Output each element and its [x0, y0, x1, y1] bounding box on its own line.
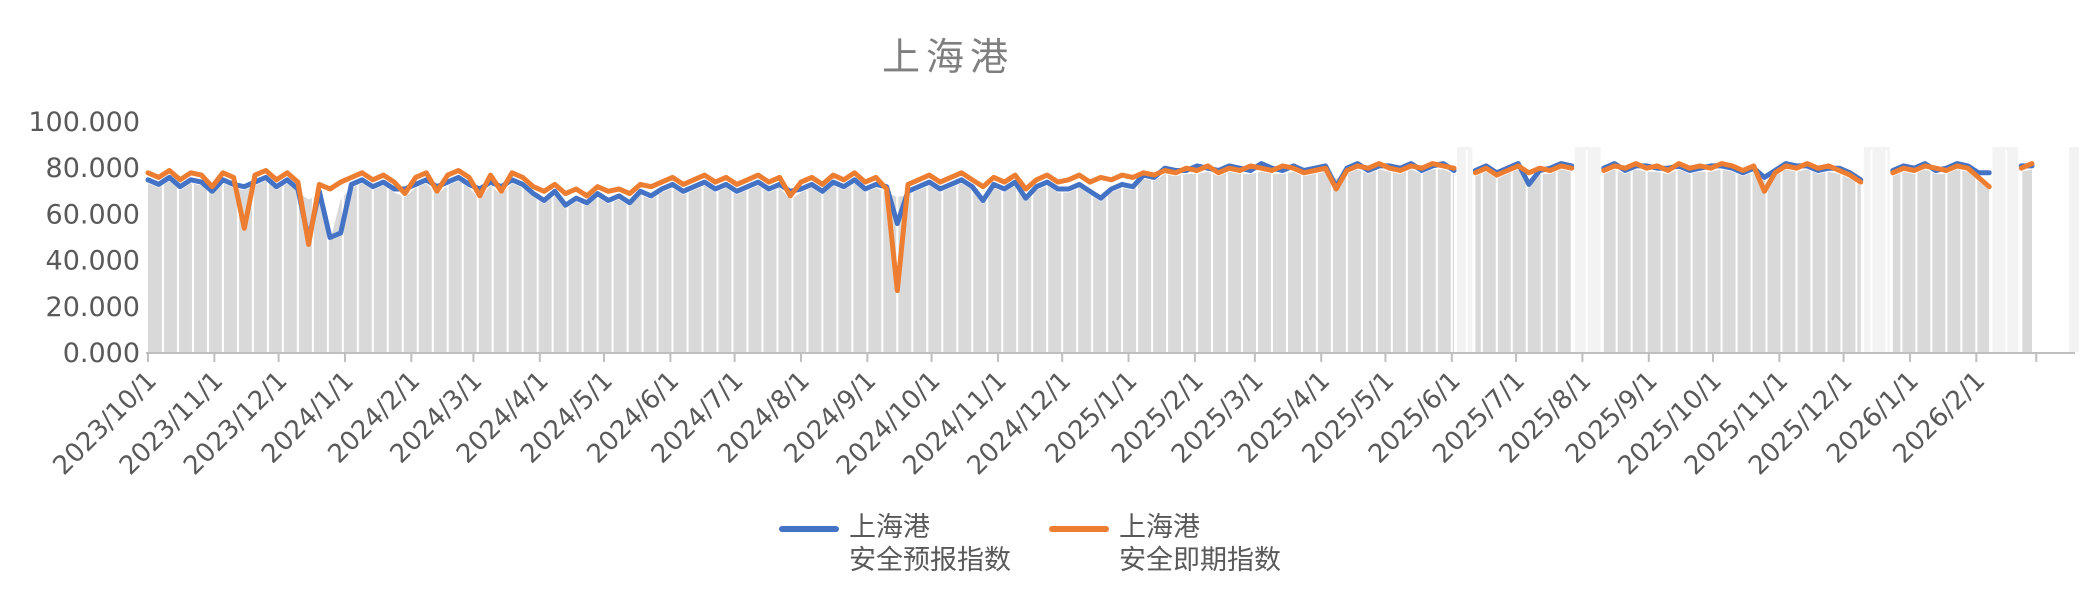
- data-gap-band: [1456, 147, 1473, 352]
- legend-forecast-line2: 安全预报指数: [849, 544, 1011, 576]
- series-line-spot: [2018, 161, 2035, 171]
- chart-title: 上海港: [881, 35, 1014, 79]
- forecast-line-swatch: [779, 526, 839, 532]
- data-gap-band: [1574, 147, 1601, 352]
- under-line-area: [148, 169, 1454, 353]
- legend-spot-line2: 安全即期指数: [1119, 544, 1281, 576]
- series-line-spot: [1890, 163, 1992, 190]
- spot-line-swatch: [1049, 526, 1109, 532]
- y-tick-label: 40.000: [46, 246, 140, 277]
- under-line-area: [1892, 169, 1990, 353]
- series-line-spot: [1601, 161, 1864, 194]
- y-tick-label: 20.000: [46, 292, 140, 323]
- under-line-area: [2021, 169, 2032, 353]
- series-line-spot: [1472, 163, 1575, 178]
- y-tick-label: 80.000: [46, 153, 140, 184]
- plot-right-edge-band: [2069, 147, 2079, 352]
- legend-item-forecast[interactable]: 上海港 安全预报指数: [779, 512, 1011, 578]
- legend-spot-line1: 上海港: [1119, 512, 1200, 543]
- under-line-area: [1475, 169, 1572, 353]
- data-gap-band: [1992, 147, 2019, 352]
- series-line-spot: [145, 161, 1457, 294]
- legend-item-spot[interactable]: 上海港 安全即期指数: [1049, 512, 1281, 578]
- legend-forecast-line1: 上海港: [849, 512, 930, 543]
- y-tick-label: 100.000: [28, 107, 140, 138]
- legend: 上海港 安全预报指数 上海港 安全即期指数: [0, 512, 2060, 578]
- under-line-area: [1603, 169, 1861, 353]
- y-tick-label: 60.000: [46, 199, 140, 230]
- y-tick-label: 0.000: [63, 338, 140, 369]
